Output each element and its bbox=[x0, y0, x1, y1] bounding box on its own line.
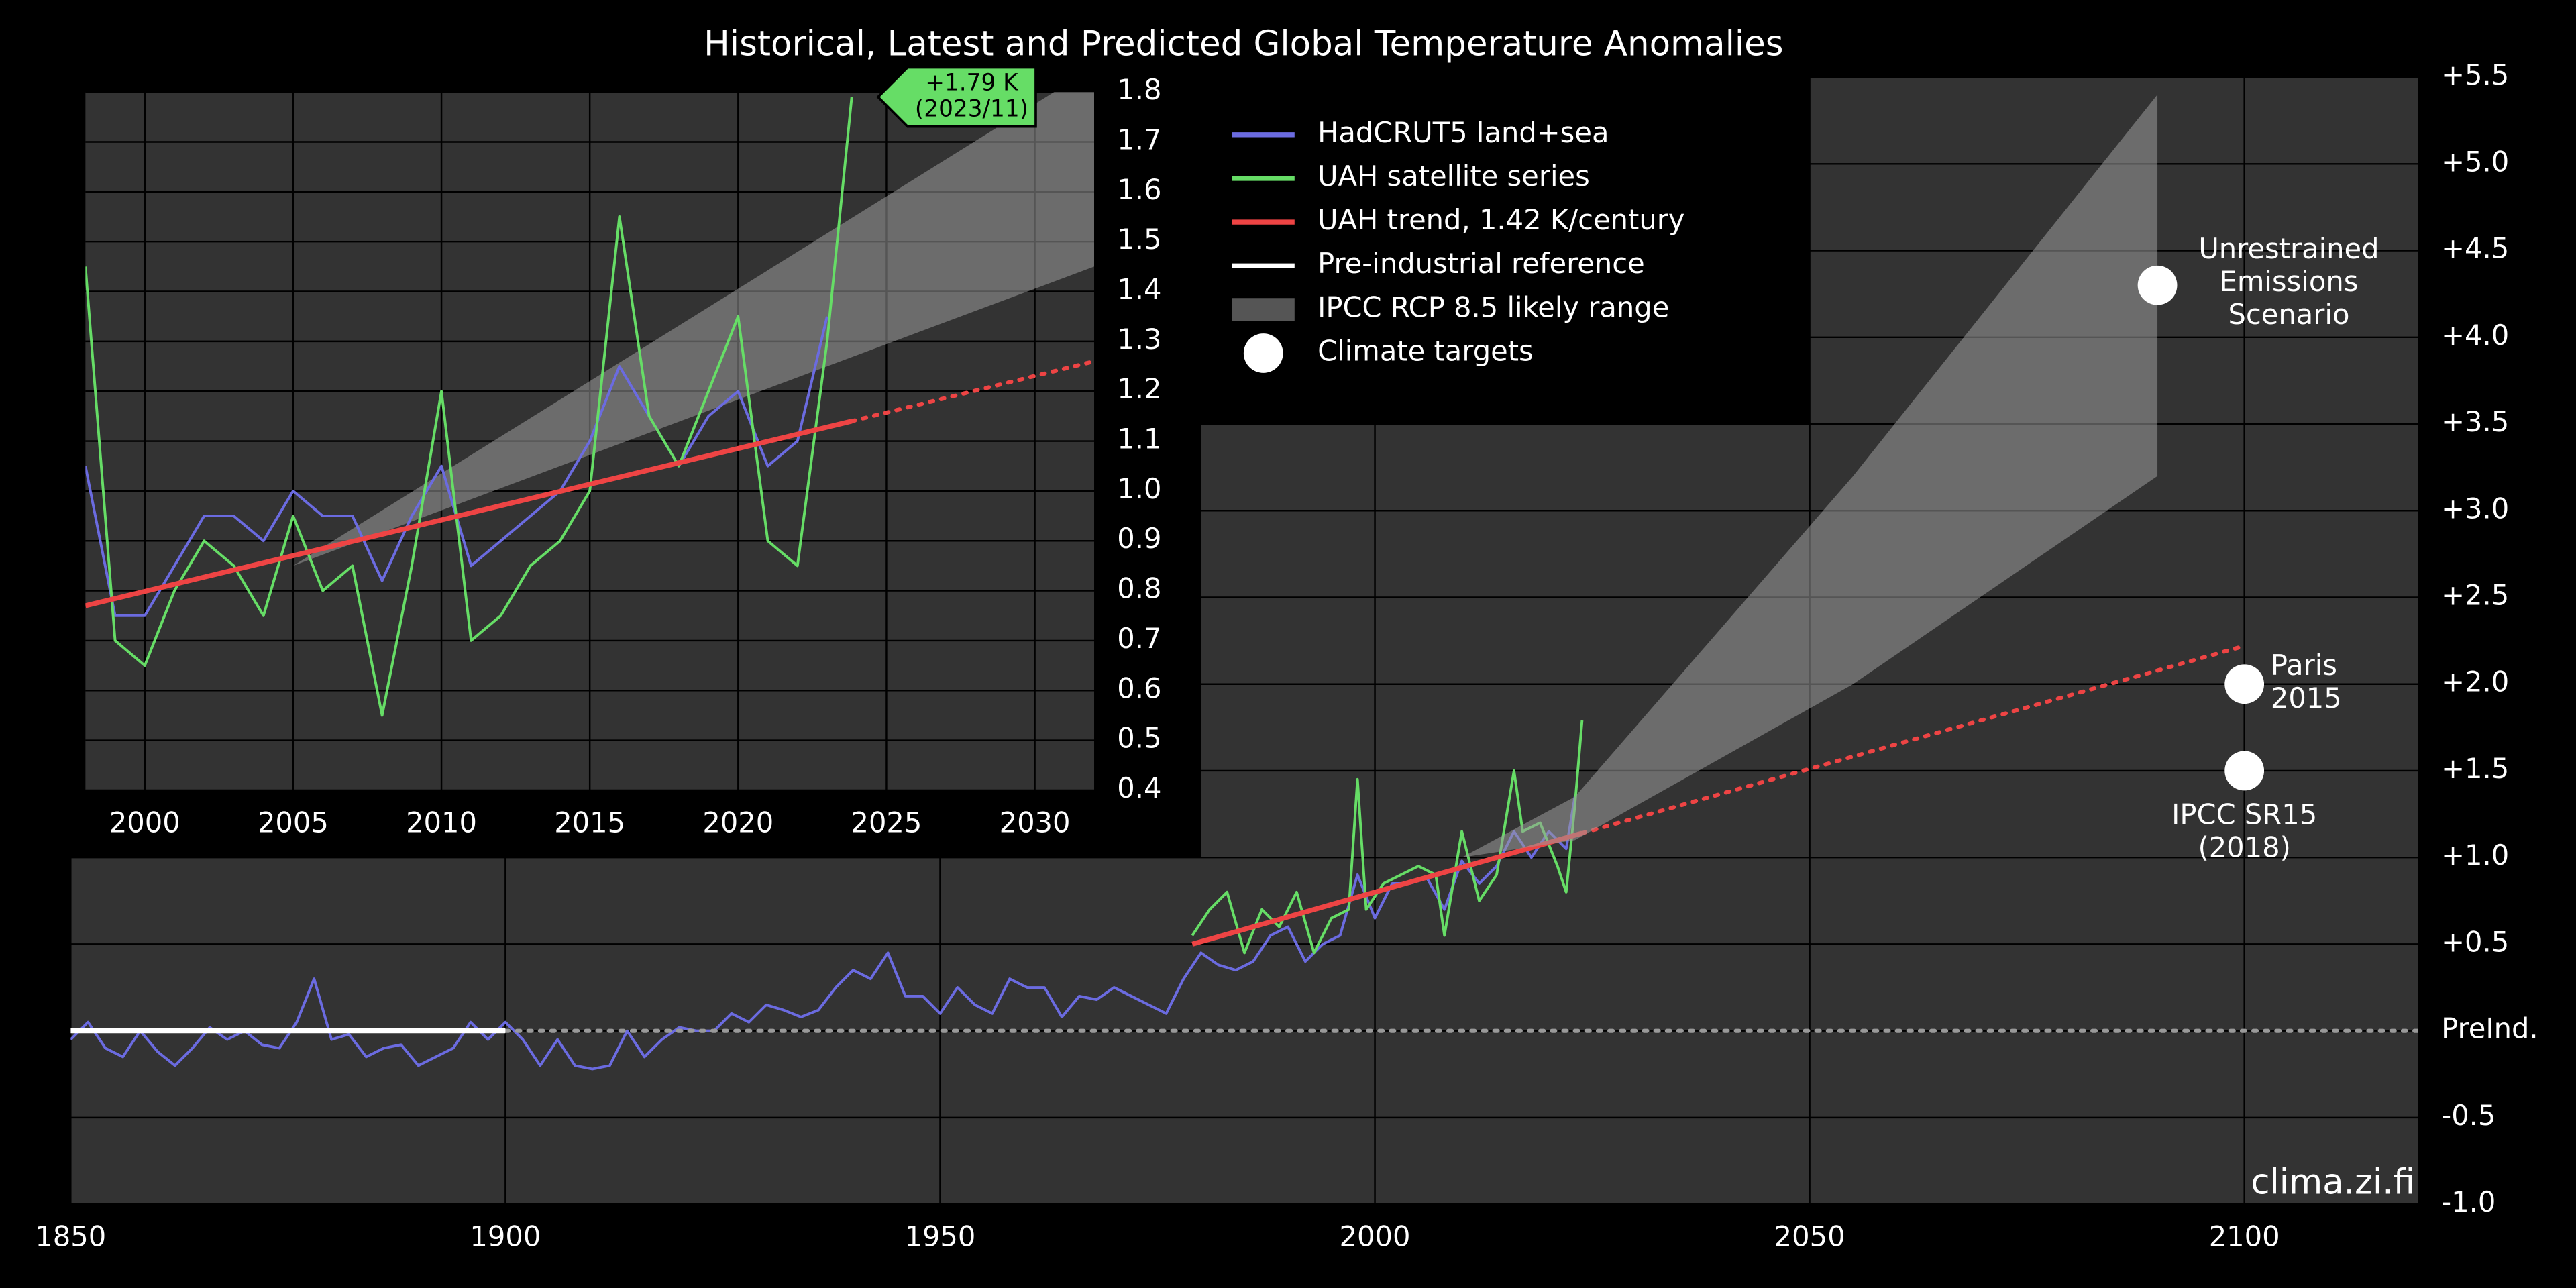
legend-label: Pre-industrial reference bbox=[1318, 247, 1645, 280]
y-tick-label: 1.6 bbox=[1117, 173, 1161, 206]
y-tick-label: +1.0 bbox=[2441, 839, 2509, 871]
target-point bbox=[2224, 664, 2265, 704]
x-tick-label: 2010 bbox=[406, 806, 477, 839]
target-point bbox=[2137, 265, 2178, 305]
series-line bbox=[70, 796, 1576, 1071]
annotation-text: (2023/11) bbox=[915, 96, 1028, 123]
y-tick-label: -1.0 bbox=[2441, 1185, 2496, 1218]
x-tick-label: 2015 bbox=[554, 806, 625, 839]
legend-swatch bbox=[1232, 298, 1295, 321]
x-tick-label: 1900 bbox=[470, 1220, 541, 1253]
legend-label: UAH trend, 1.42 K/century bbox=[1318, 203, 1684, 236]
chart-title: Historical, Latest and Predicted Global … bbox=[704, 24, 1783, 64]
y-tick-label: 0.7 bbox=[1117, 622, 1161, 655]
y-tick-label: 1.2 bbox=[1117, 372, 1161, 405]
y-tick-label: +4.5 bbox=[2441, 232, 2509, 265]
y-tick-label: 1.0 bbox=[1117, 472, 1161, 505]
series-line bbox=[1191, 830, 1583, 947]
projection-line bbox=[849, 359, 1095, 423]
y-tick-label: 0.9 bbox=[1117, 522, 1161, 555]
x-tick-label: 2000 bbox=[1340, 1220, 1411, 1253]
target-label: IPCC SR15 bbox=[2171, 798, 2317, 831]
target-label: Paris bbox=[2271, 649, 2337, 682]
y-tick-label: +3.0 bbox=[2441, 492, 2509, 525]
target-label: (2018) bbox=[2198, 830, 2290, 863]
y-tick-label: +2.5 bbox=[2441, 578, 2509, 611]
y-tick-label: 0.8 bbox=[1117, 572, 1161, 605]
x-tick-label: 2100 bbox=[2209, 1220, 2280, 1253]
y-tick-label: 1.4 bbox=[1117, 273, 1161, 306]
y-tick-label: PreInd. bbox=[2441, 1012, 2538, 1045]
annotation-text: +1.79 K bbox=[925, 69, 1019, 96]
y-tick-label: +1.5 bbox=[2441, 752, 2509, 785]
y-tick-label: 1.3 bbox=[1117, 323, 1161, 356]
legend-label: HadCRUT5 land+sea bbox=[1318, 116, 1609, 149]
x-tick-label: 2030 bbox=[1000, 806, 1071, 839]
y-tick-label: +2.0 bbox=[2441, 665, 2509, 698]
target-label: Scenario bbox=[2228, 298, 2349, 331]
series-line bbox=[85, 419, 853, 608]
projection-line bbox=[1580, 643, 2247, 836]
y-tick-label: +3.5 bbox=[2441, 405, 2509, 438]
x-tick-label: 2020 bbox=[702, 806, 773, 839]
legend-label: Climate targets bbox=[1318, 335, 1534, 368]
legend-backdrop bbox=[1201, 77, 1809, 424]
y-tick-label: 0.4 bbox=[1117, 771, 1161, 804]
y-tick-label: +4.0 bbox=[2441, 319, 2509, 352]
likely-range bbox=[292, 92, 1095, 566]
target-label: 2015 bbox=[2271, 682, 2342, 714]
watermark: clima.zi.fi bbox=[2251, 1163, 2415, 1203]
x-tick-label: 2025 bbox=[851, 806, 922, 839]
y-tick-label: -0.5 bbox=[2441, 1099, 2496, 1132]
plot-layer bbox=[85, 92, 1095, 717]
y-tick-label: 0.5 bbox=[1117, 722, 1161, 755]
y-tick-label: +5.5 bbox=[2441, 58, 2509, 91]
y-tick-label: 1.8 bbox=[1117, 73, 1161, 106]
target-point bbox=[2224, 751, 2265, 791]
x-tick-label: 2050 bbox=[1774, 1220, 1845, 1253]
y-tick-label: +5.0 bbox=[2441, 145, 2509, 178]
y-tick-label: 0.6 bbox=[1117, 672, 1161, 704]
y-tick-label: 1.1 bbox=[1117, 423, 1161, 455]
y-tick-label: +0.5 bbox=[2441, 925, 2509, 958]
y-tick-label: 1.5 bbox=[1117, 223, 1161, 256]
target-label: Unrestrained bbox=[2198, 232, 2379, 265]
legend-label: IPCC RCP 8.5 likely range bbox=[1318, 290, 1669, 323]
x-tick-label: 1950 bbox=[904, 1220, 975, 1253]
plot-layer bbox=[70, 94, 2418, 1071]
x-tick-label: 1850 bbox=[35, 1220, 106, 1253]
annotation-arrow bbox=[876, 66, 1037, 128]
x-tick-label: 2000 bbox=[109, 806, 180, 839]
legend-swatch bbox=[1243, 333, 1283, 373]
series-line bbox=[85, 97, 853, 717]
x-tick-label: 2005 bbox=[258, 806, 329, 839]
y-tick-label: 1.7 bbox=[1117, 123, 1161, 156]
target-label: Emissions bbox=[2220, 265, 2359, 298]
likely-range bbox=[1462, 94, 2158, 858]
legend-label: UAH satellite series bbox=[1318, 160, 1590, 193]
